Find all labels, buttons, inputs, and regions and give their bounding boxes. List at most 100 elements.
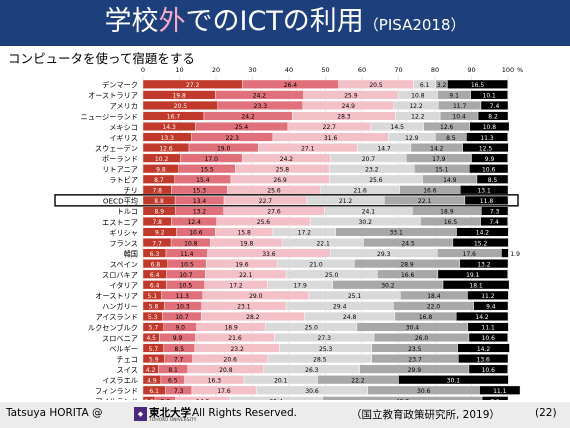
data-label: 30.2	[381, 282, 395, 289]
x-tick-label: 0	[141, 66, 145, 74]
category-label: フランス	[109, 239, 138, 248]
category-label: チェコ	[116, 355, 138, 364]
x-tick-label: 50	[321, 66, 329, 74]
chart-subtitle: コンピュータを使って宿題をする	[8, 51, 195, 66]
data-label: 11.3	[176, 293, 190, 300]
data-label: 17.6	[463, 251, 477, 258]
bar-segment	[229, 396, 323, 400]
data-label: 22.1	[418, 198, 432, 205]
data-label: 14.2	[475, 314, 489, 321]
category-label: スイス	[117, 365, 138, 374]
data-label: 18.9	[440, 209, 454, 216]
category-label: トルコ	[117, 207, 138, 216]
data-label: 23.1	[237, 304, 251, 311]
bar-segment	[466, 132, 508, 142]
data-label: 24.2	[280, 156, 294, 163]
data-label: 11.2	[481, 293, 495, 300]
category-label: ニュージーランド	[81, 112, 138, 121]
bar-segment	[480, 216, 508, 226]
bar-segment	[479, 385, 521, 395]
bar-segment	[469, 122, 510, 132]
bar-segment	[480, 100, 509, 110]
data-label: 13.2	[193, 209, 207, 216]
data-label: 17.2	[229, 282, 243, 289]
data-label: 10.7	[175, 314, 189, 321]
data-label: 10.6	[482, 335, 496, 342]
data-label: 25.1	[348, 293, 362, 300]
data-label: 11.1	[481, 325, 495, 332]
data-label: 29.3	[377, 251, 391, 258]
data-label: 28.3	[337, 114, 351, 121]
data-label: 21.6	[228, 335, 242, 342]
bar-segment	[469, 164, 509, 174]
data-label: 24.1	[362, 209, 376, 216]
data-label: 5.7	[149, 346, 159, 353]
data-label: 30.1	[447, 377, 461, 384]
category-label: ポーランド	[102, 154, 138, 163]
data-label: 10.5	[180, 261, 194, 268]
data-label: 6.3	[150, 251, 160, 258]
data-label: 4.5	[146, 335, 156, 342]
bar-segment	[467, 322, 509, 332]
data-label: 27.2	[186, 82, 200, 89]
data-label: 8.2	[488, 114, 498, 121]
bar-segment	[459, 259, 509, 269]
data-label: 7.3	[490, 209, 500, 216]
data-label: 7.4	[489, 219, 499, 226]
data-label: 14.9	[196, 399, 210, 401]
data-label: 10.2	[155, 156, 169, 163]
x-tick-label: 100	[502, 66, 514, 74]
data-label: 29.0	[249, 293, 263, 300]
footer-bar	[0, 402, 570, 428]
data-label: 10.3	[176, 304, 190, 311]
category-label: チリ	[124, 186, 138, 195]
data-label: 19.8	[240, 240, 254, 247]
data-label: 13.1	[477, 188, 491, 195]
category-label: スロバキア	[102, 271, 138, 280]
data-label: 19.1	[466, 272, 480, 279]
data-label: 16.8	[419, 314, 433, 321]
category-label: スペイン	[110, 260, 138, 269]
data-label: 24.8	[343, 314, 357, 321]
stacked-bar-chart: 0 10 20 30 40 50 60 70 80 90 100 % デンマーク 27.2 26.4 20.5…	[54, 66, 523, 401]
data-label: 9.8	[156, 166, 166, 173]
bar-segment	[473, 301, 509, 311]
data-label: 3.3	[144, 399, 154, 401]
highlight-box	[54, 194, 519, 207]
logo-emblem-icon: ◆	[134, 407, 147, 421]
category-label: スロベニア	[102, 334, 138, 343]
data-label: 12.5	[479, 145, 493, 152]
data-label: 14.5	[391, 124, 405, 131]
bar-segment	[452, 238, 509, 248]
data-label: 29.9	[408, 367, 422, 374]
data-label: 22.1	[316, 240, 330, 247]
bar-segment	[456, 227, 509, 237]
data-label: 14.2	[477, 346, 491, 353]
category-label: イギリス	[109, 133, 138, 142]
data-label: 13.2	[477, 261, 491, 268]
data-label: 4.9	[147, 377, 157, 384]
data-label: 12.4	[187, 219, 201, 226]
data-label: 20.8	[219, 367, 233, 374]
data-label: 30.6	[417, 388, 431, 395]
data-label: 28.2	[246, 314, 260, 321]
data-label: 9.2	[155, 230, 165, 237]
data-label: 8.5	[175, 346, 185, 353]
data-label: 8.9	[154, 209, 164, 216]
title-part-school: 学校	[104, 6, 159, 37]
title-bar: 学校外でのICTの利用（PISA2018）	[0, 0, 570, 46]
data-label: 25.6	[257, 219, 271, 226]
data-label: 18.4	[427, 293, 441, 300]
title-part-ict: でのICTの利用	[185, 6, 364, 37]
category-label: アイルランド	[95, 397, 138, 400]
data-label: 9.0	[175, 325, 185, 332]
data-label: 16.6	[423, 188, 437, 195]
data-label: 23.3	[254, 103, 268, 110]
data-label: 18.9	[224, 325, 238, 332]
data-label: 9.4	[486, 304, 496, 311]
data-label: 28.5	[313, 356, 327, 363]
data-label: 12.6	[159, 145, 173, 152]
data-label: 22.0	[427, 304, 441, 311]
data-label: 9.9	[173, 335, 183, 342]
category-label: ハンガリー	[102, 302, 138, 311]
